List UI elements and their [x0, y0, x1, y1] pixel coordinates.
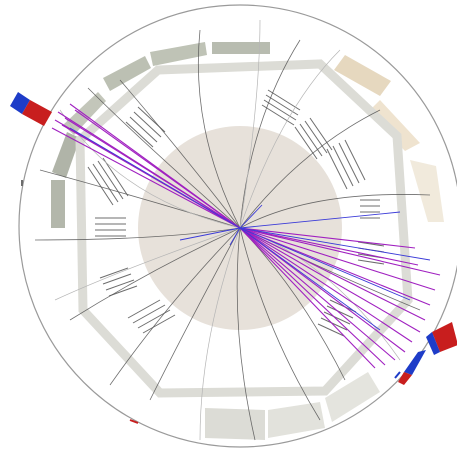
jet-tracks-right	[239, 227, 441, 369]
muon-chamber-ring	[75, 59, 413, 398]
energy-deposit-left	[10, 92, 52, 126]
blue-tracks	[69, 127, 431, 331]
jet-tracks-left	[51, 103, 241, 229]
energy-deposit-right	[398, 322, 457, 385]
outer-ring-ticks	[21, 180, 401, 424]
outer-calorimeter-segments	[51, 42, 444, 440]
outer-boundary-ring	[18, 4, 457, 448]
